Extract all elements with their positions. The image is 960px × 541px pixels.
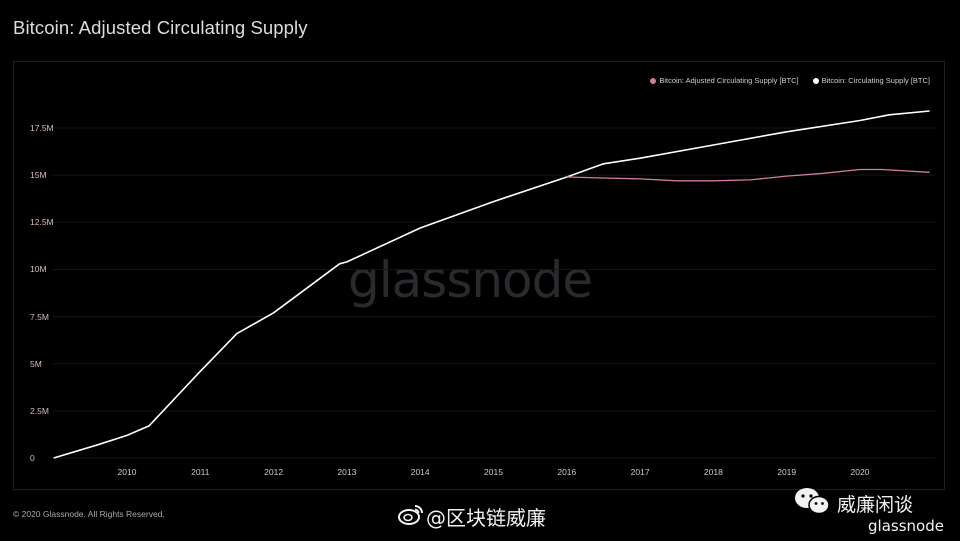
- x-tick-label: 2011: [191, 467, 210, 477]
- wechat-subtitle: glassnode: [868, 517, 944, 535]
- weibo-handle: @区块链威廉: [426, 506, 546, 530]
- weibo-watermark: @区块链威廉: [398, 502, 546, 531]
- legend: Bitcoin: Adjusted Circulating Supply [BT…: [650, 76, 930, 85]
- wechat-logo-icon: [793, 486, 833, 521]
- weibo-logo-icon: [398, 503, 424, 530]
- y-tick-label: 5M: [30, 358, 42, 369]
- legend-label: Bitcoin: Adjusted Circulating Supply [BT…: [659, 76, 799, 85]
- legend-item-adjusted[interactable]: Bitcoin: Adjusted Circulating Supply [BT…: [650, 76, 799, 85]
- y-tick-label: 7.5M: [30, 311, 49, 322]
- chart-title: Bitcoin: Adjusted Circulating Supply: [13, 17, 308, 38]
- legend-dot-icon: [812, 77, 819, 84]
- x-tick-label: 2013: [337, 467, 357, 477]
- x-tick-label: 2020: [850, 467, 870, 477]
- legend-item-circulating[interactable]: Bitcoin: Circulating Supply [BTC]: [812, 76, 930, 85]
- y-tick-label: 12.5M: [30, 217, 54, 228]
- x-tick-label: 2016: [557, 467, 577, 477]
- legend-label: Bitcoin: Circulating Supply [BTC]: [821, 76, 930, 85]
- gridlines: [52, 127, 935, 459]
- glassnode-watermark: glassnode: [348, 251, 593, 309]
- y-tick-label: 0: [30, 453, 35, 463]
- x-tick-label: 2017: [630, 467, 650, 477]
- wechat-account-name: 威廉闲谈: [837, 494, 914, 516]
- adjusted-supply-line: [566, 168, 930, 182]
- x-tick-label: 2010: [117, 467, 137, 477]
- chart-panel: [13, 61, 945, 490]
- x-tick-label: 2018: [703, 467, 723, 477]
- legend-dot-icon: [650, 77, 657, 84]
- y-tick-label: 15M: [30, 170, 47, 181]
- x-tick-label: 2012: [264, 467, 284, 477]
- y-tick-label: 2.5M: [30, 405, 49, 416]
- x-tick-label: 2015: [484, 467, 503, 477]
- x-tick-label: 2014: [410, 467, 430, 477]
- copyright-footer: © 2020 Glassnode. All Rights Reserved.: [13, 509, 165, 519]
- wechat-watermark: 威廉闲谈 glassnode: [793, 486, 944, 535]
- circulating-supply-line: [53, 110, 930, 459]
- y-tick-label: 10M: [30, 264, 47, 275]
- y-tick-label: 17.5M: [30, 123, 54, 134]
- x-tick-label: 2019: [777, 467, 797, 477]
